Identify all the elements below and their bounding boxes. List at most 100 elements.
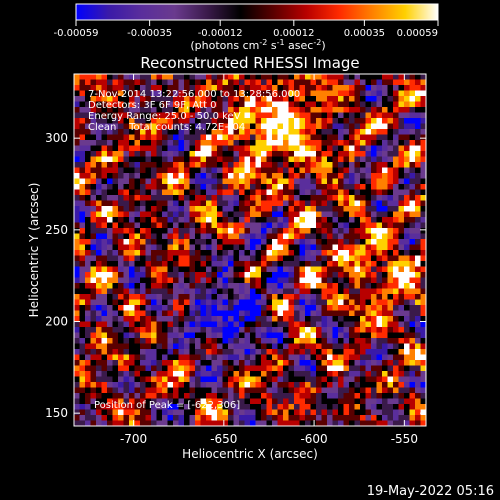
heatmap-cell xyxy=(338,294,344,300)
heatmap-cell xyxy=(393,283,399,289)
heatmap-cell xyxy=(305,145,311,152)
heatmap-cell xyxy=(305,321,311,328)
heatmap-cell xyxy=(327,404,333,410)
heatmap-cell xyxy=(217,343,223,350)
heatmap-cell xyxy=(96,151,102,157)
heatmap-cell xyxy=(327,90,333,97)
heatmap-cell xyxy=(129,305,135,311)
heatmap-cell xyxy=(409,74,416,80)
heatmap-cell xyxy=(288,332,295,339)
heatmap-cell xyxy=(211,184,218,190)
heatmap-cell xyxy=(189,173,196,179)
heatmap-cell xyxy=(206,134,212,141)
heatmap-cell xyxy=(140,123,146,130)
heatmap-cell xyxy=(277,156,284,163)
heatmap-cell xyxy=(393,354,399,361)
heatmap-cell xyxy=(96,156,102,163)
heatmap-cell xyxy=(266,217,273,223)
heatmap-cell xyxy=(343,189,350,196)
heatmap-cell xyxy=(195,409,201,416)
heatmap-cell xyxy=(266,316,273,322)
heatmap-cell xyxy=(178,420,185,427)
heatmap-cell xyxy=(255,129,262,135)
heatmap-cell xyxy=(332,112,339,119)
heatmap-cell xyxy=(217,338,223,344)
heatmap-cell xyxy=(129,112,135,119)
heatmap-cell xyxy=(228,74,234,80)
heatmap-cell xyxy=(261,376,267,383)
heatmap-cell xyxy=(85,316,91,322)
heatmap-cell xyxy=(343,79,350,86)
heatmap-cell xyxy=(404,112,410,119)
heatmap-cell xyxy=(118,74,124,80)
heatmap-cell xyxy=(101,79,108,86)
heatmap-cell xyxy=(371,244,377,251)
heatmap-cell xyxy=(294,90,300,97)
heatmap-cell xyxy=(239,189,245,196)
heatmap-cell xyxy=(211,283,218,289)
heatmap-cell xyxy=(140,371,146,377)
heatmap-cell xyxy=(250,299,256,306)
heatmap-cell xyxy=(222,321,229,328)
heatmap-cell xyxy=(354,327,361,333)
heatmap-cell xyxy=(277,255,284,262)
heatmap-cell xyxy=(294,145,300,152)
heatmap-cell xyxy=(145,244,152,251)
heatmap-cell xyxy=(217,112,223,119)
heatmap-cell xyxy=(250,354,256,361)
heatmap-cell xyxy=(217,387,223,394)
heatmap-cell xyxy=(349,261,355,267)
heatmap-cell xyxy=(255,112,262,119)
heatmap-cell xyxy=(167,206,174,212)
heatmap-cell xyxy=(398,244,405,251)
heatmap-cell xyxy=(90,244,97,251)
heatmap-cell xyxy=(107,415,113,421)
heatmap-cell xyxy=(112,129,119,135)
heatmap-cell xyxy=(184,420,190,427)
heatmap-cell xyxy=(250,156,256,163)
heatmap-cell xyxy=(228,266,234,273)
heatmap-cell xyxy=(277,145,284,152)
heatmap-cell xyxy=(74,85,80,91)
heatmap-image xyxy=(74,74,427,427)
heatmap-cell xyxy=(420,167,427,174)
heatmap-cell xyxy=(107,398,113,405)
heatmap-cell xyxy=(316,338,322,344)
heatmap-cell xyxy=(272,376,278,383)
heatmap-cell xyxy=(74,244,80,251)
heatmap-cell xyxy=(316,222,322,229)
heatmap-cell xyxy=(321,294,328,300)
heatmap-cell xyxy=(349,393,355,399)
heatmap-cell xyxy=(321,228,328,234)
heatmap-cell xyxy=(222,107,229,113)
heatmap-cell xyxy=(283,178,289,185)
heatmap-cell xyxy=(420,332,427,339)
heatmap-cell xyxy=(409,398,416,405)
heatmap-cell xyxy=(261,272,267,278)
heatmap-cell xyxy=(228,200,234,207)
heatmap-cell xyxy=(393,360,399,366)
heatmap-cell xyxy=(255,420,262,427)
heatmap-cell xyxy=(74,272,80,278)
heatmap-cell xyxy=(195,338,201,344)
heatmap-cell xyxy=(239,360,245,366)
heatmap-cell xyxy=(371,393,377,399)
heatmap-cell xyxy=(79,420,86,427)
heatmap-cell xyxy=(382,277,388,284)
heatmap-cell xyxy=(354,376,361,383)
heatmap-cell xyxy=(85,343,91,350)
heatmap-cell xyxy=(90,409,97,416)
heatmap-cell xyxy=(294,233,300,240)
heatmap-cell xyxy=(294,316,300,322)
heatmap-cell xyxy=(272,310,278,317)
heatmap-cell xyxy=(387,222,394,229)
heatmap-cell xyxy=(398,156,405,163)
heatmap-cell xyxy=(299,244,306,251)
heatmap-cell xyxy=(123,189,130,196)
heatmap-cell xyxy=(206,261,212,267)
heatmap-cell xyxy=(140,261,146,267)
heatmap-cell xyxy=(360,283,366,289)
heatmap-cell xyxy=(85,365,91,372)
heatmap-cell xyxy=(156,206,163,212)
heatmap-cell xyxy=(387,261,394,267)
